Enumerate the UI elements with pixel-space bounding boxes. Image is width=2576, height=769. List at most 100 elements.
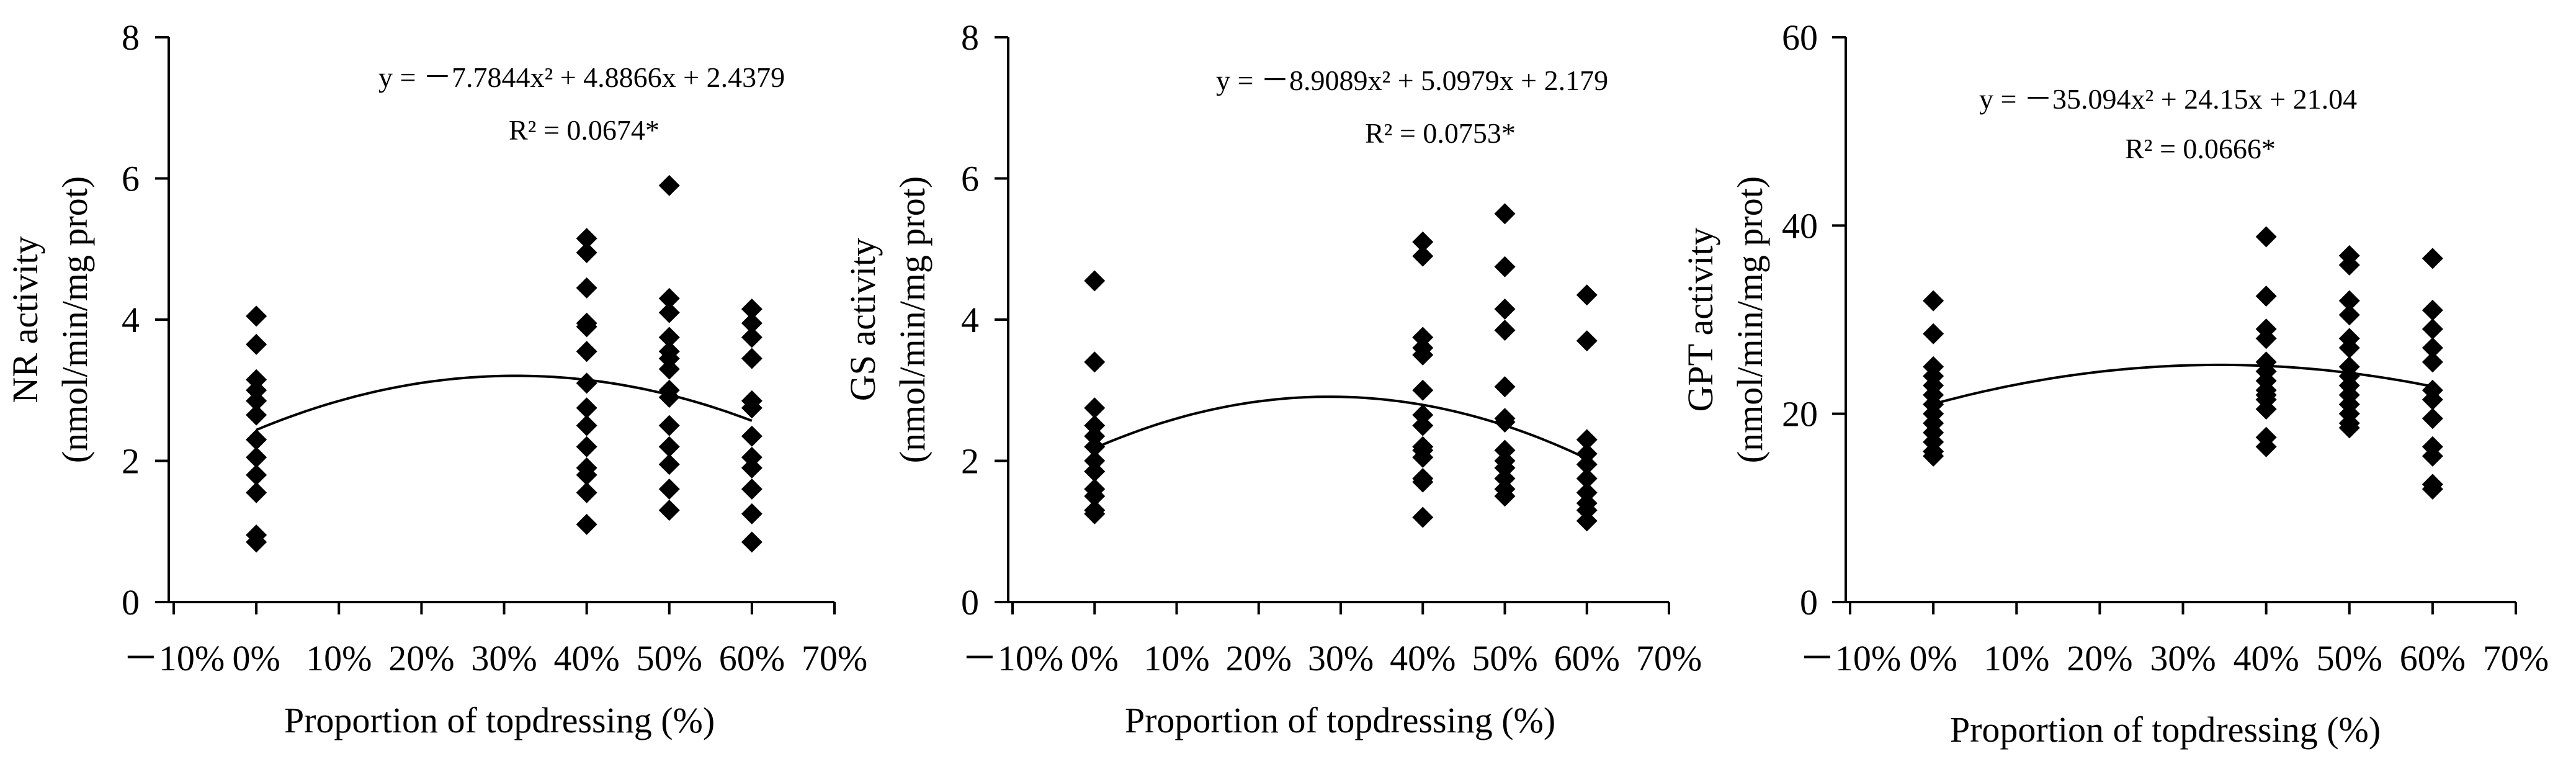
data-point: [1494, 457, 1516, 479]
y-axis-title: GPT activity: [1680, 228, 1720, 412]
data-point: [741, 457, 763, 479]
data-point: [658, 302, 680, 323]
y-tick-label: 6: [122, 159, 140, 199]
x-tick-label: 30%: [1308, 638, 1374, 678]
x-tick-label: 10%: [1983, 638, 2049, 678]
y-axis-units: (nmol/min/mg prot): [892, 176, 932, 463]
data-point: [576, 241, 597, 263]
data-point: [1084, 351, 1106, 373]
data-point: [741, 503, 763, 524]
x-tick-label: －10%: [123, 638, 225, 678]
data-point: [658, 436, 680, 457]
y-tick-label: 60: [1782, 17, 1818, 58]
y-tick-label: 40: [1782, 205, 1818, 246]
data-point: [246, 446, 267, 468]
data-point: [1084, 415, 1106, 436]
x-tick-label: 10%: [1143, 638, 1209, 678]
x-tick-label: 70%: [802, 638, 867, 678]
x-tick-label: 50%: [637, 638, 702, 678]
x-tick-label: 30%: [471, 638, 537, 678]
data-point: [658, 174, 680, 196]
data-point: [1923, 290, 1944, 312]
y-axis-units: (nmol/min/mg prot): [55, 176, 95, 463]
data-point: [741, 326, 763, 348]
data-point: [1494, 439, 1516, 461]
data-point: [741, 425, 763, 447]
data-point: [1084, 503, 1106, 524]
y-tick-label: 20: [1782, 394, 1818, 434]
x-tick-label: －10%: [962, 638, 1063, 678]
x-axis-title: Proportion of topdressing (%): [1950, 709, 2381, 750]
data-point: [1084, 270, 1106, 292]
x-tick-label: 70%: [2483, 638, 2549, 678]
data-point: [741, 397, 763, 419]
regression-equation: y = －35.094x² + 24.15x + 21.04: [1979, 83, 2357, 115]
data-point: [741, 298, 763, 320]
data-point: [2338, 304, 2360, 326]
data-point: [1084, 461, 1106, 482]
data-point: [2338, 417, 2360, 439]
y-tick-label: 6: [961, 159, 979, 199]
regression-equation: y = －7.7844x² + 4.8866x + 2.4379: [378, 61, 785, 93]
data-point: [246, 379, 267, 401]
data-point: [741, 446, 763, 468]
data-point: [576, 397, 597, 419]
data-point: [576, 228, 597, 250]
y-tick-label: 0: [1800, 582, 1818, 623]
data-point: [2422, 479, 2443, 500]
data-point: [1576, 510, 1598, 532]
data-point: [576, 436, 597, 457]
y-tick-label: 2: [961, 441, 979, 482]
data-point: [2422, 337, 2443, 359]
data-point: [1576, 330, 1598, 352]
data-point: [658, 479, 680, 500]
data-point: [1494, 411, 1516, 433]
data-point: [741, 479, 763, 500]
x-tick-label: 40%: [2233, 638, 2299, 678]
y-axis-title: NR activity: [5, 236, 45, 403]
y-tick-label: 4: [961, 300, 979, 340]
data-point: [2422, 408, 2443, 429]
data-point: [576, 482, 597, 503]
data-point: [1084, 397, 1106, 419]
data-point: [576, 341, 597, 362]
data-point: [1576, 467, 1598, 489]
x-tick-label: 40%: [553, 638, 619, 678]
x-tick-label: 60%: [1554, 638, 1620, 678]
data-point: [2422, 445, 2443, 467]
fit-curve: [256, 374, 753, 431]
regression-equation: y = －8.9089x² + 5.0979x + 2.179: [1216, 65, 1608, 96]
x-tick-label: 0%: [232, 638, 280, 678]
data-point: [246, 404, 267, 426]
x-tick-label: 20%: [1226, 638, 1292, 678]
data-point: [1412, 471, 1434, 493]
data-point: [246, 369, 267, 390]
y-axis-title: GS activity: [843, 238, 883, 402]
data-point: [1494, 467, 1516, 489]
y-tick-label: 2: [122, 441, 140, 482]
data-point: [1576, 482, 1598, 503]
data-point: [1576, 500, 1598, 521]
data-point: [1576, 284, 1598, 306]
data-point: [1412, 404, 1434, 426]
data-point: [1084, 436, 1106, 457]
data-point: [2422, 389, 2443, 410]
data-point: [2255, 436, 2277, 457]
data-point: [1084, 425, 1106, 447]
data-point: [2255, 328, 2277, 349]
x-tick-label: 50%: [2317, 638, 2382, 678]
data-point: [1084, 485, 1106, 507]
data-point: [2255, 226, 2277, 248]
x-tick-label: －10%: [1799, 638, 1901, 678]
data-point: [576, 277, 597, 299]
data-point: [1412, 344, 1434, 366]
data-point: [1494, 320, 1516, 341]
data-point: [658, 358, 680, 380]
x-tick-label: 0%: [1909, 638, 1957, 678]
data-point: [1412, 415, 1434, 436]
data-point: [2255, 286, 2277, 307]
data-point: [1576, 443, 1598, 465]
data-point: [576, 464, 597, 486]
data-point: [1576, 429, 1598, 451]
data-point: [1494, 376, 1516, 398]
